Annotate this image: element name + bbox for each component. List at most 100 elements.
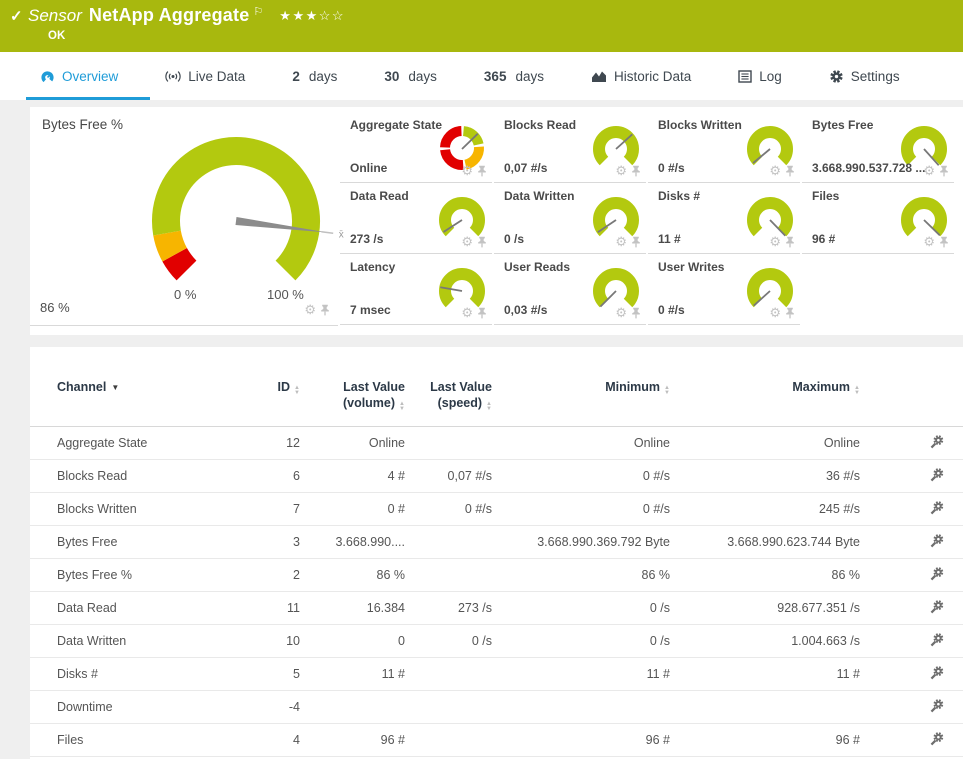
channel-last-value-volume: 4 # [387,468,405,483]
pin-icon[interactable] [939,236,949,248]
gear-icon[interactable]: ⚙ [615,163,627,178]
gauge-title: Blocks Written [658,118,742,132]
sort-arrows-icon[interactable]: ▲ ▼ [854,385,860,396]
gear-icon[interactable]: ⚙ [923,234,935,249]
gauge-title: Latency [350,260,396,274]
gear-icon[interactable]: ⚙ [461,234,473,249]
star-empty-icon[interactable]: ☆ [331,8,346,23]
flag-icon[interactable]: ⚐ [253,6,264,18]
pin-icon[interactable] [939,165,949,177]
channel-name: Files [57,732,84,747]
channel-minimum: 0 #/s [642,501,670,516]
channel-name: Data Written [57,633,127,648]
pin-icon[interactable] [785,236,795,248]
channel-settings-button[interactable] [860,567,963,582]
channel-minimum: 0 /s [649,633,670,648]
gauge-value: 3.668.990.537.728 ... [812,161,926,175]
channel-last-value-speed: 0,07 #/s [447,468,492,483]
star-filled-icon[interactable]: ★ [279,8,293,23]
pin-icon[interactable] [785,307,795,319]
channel-name: Data Read [57,600,117,615]
channel-settings-button[interactable] [860,534,963,549]
pin-icon[interactable] [477,307,487,319]
pin-icon[interactable] [631,236,641,248]
channel-settings-button[interactable] [860,732,963,747]
sort-arrows-icon[interactable]: ▲ ▼ [486,401,492,412]
data-written-gauge [589,190,643,249]
gear-icon[interactable]: ⚙ [769,305,781,320]
channel-name: Blocks Written [57,501,137,516]
column-sublabel: (volume) [342,396,396,411]
channel-id: 4 [293,732,300,747]
column-label: Maximum [792,380,851,394]
gauge-cell-data-read: Data Read 273 /s ⚙ [340,183,492,254]
tab-label: Settings [850,68,900,84]
channel-settings-button[interactable] [860,501,963,516]
star-empty-icon[interactable]: ☆ [318,8,332,23]
pin-icon[interactable] [320,304,330,316]
channel-settings-button[interactable] [860,600,963,615]
tab-live-data[interactable]: Live Data [165,52,245,100]
pin-icon[interactable] [631,307,641,319]
tab-settings[interactable]: Settings [829,52,900,100]
tab-30-days[interactable]: 30 days [384,52,437,100]
sort-arrows-icon[interactable]: ▲ ▼ [664,385,670,396]
gear-icon[interactable]: ⚙ [461,163,473,178]
tab-label: days [308,68,338,84]
bytes-free-gauge [897,119,951,178]
priority-star-rating[interactable]: ★★★☆☆ [279,8,345,24]
star-filled-icon[interactable]: ★ [305,8,319,23]
channel-id: 6 [293,468,300,483]
pin-icon[interactable] [631,165,641,177]
blocks-read-gauge [589,119,643,178]
gauge-min-label: 0 % [174,287,197,302]
column-header-minimum[interactable]: Minimum ▲ ▼ [492,379,670,395]
tab-2-days[interactable]: 2 days [292,52,337,100]
pin-icon[interactable] [785,165,795,177]
channel-settings-button[interactable] [860,633,963,648]
gear-icon[interactable]: ⚙ [923,163,935,178]
column-header-last-value-speed[interactable]: Last Value (speed) ▲ ▼ [405,379,492,412]
channel-last-value-volume: 86 % [376,567,406,582]
tab-log[interactable]: Log [738,52,782,100]
pin-icon[interactable] [477,165,487,177]
gauge-value: 0 #/s [658,303,685,317]
pin-icon[interactable] [477,236,487,248]
sort-arrows-icon[interactable]: ▲ ▼ [294,385,300,396]
user-reads-gauge [589,261,643,320]
gear-icon[interactable]: ⚙ [615,305,627,320]
gear-icon[interactable]: ⚙ [304,302,316,317]
table-row-downtime: Downtime -4 [30,691,963,724]
channel-minimum: 0 /s [649,600,670,615]
channel-settings-button[interactable] [860,666,963,681]
object-type-label: Sensor [28,6,82,25]
channel-last-value-volume: 3.668.990.... [335,534,405,549]
sort-caret-icon[interactable]: ▼ [111,383,120,392]
gear-icon[interactable]: ⚙ [615,234,627,249]
tab-overview[interactable]: Overview [25,52,151,100]
disks-gauge [743,190,797,249]
column-header-id[interactable]: ID ▲ ▼ [247,379,300,395]
tab-365-days[interactable]: 365 days [484,52,544,100]
channel-maximum: 3.668.990.623.744 Byte [727,534,860,549]
files-gauge [897,190,951,249]
gear-icon[interactable]: ⚙ [769,163,781,178]
column-label: Last Value [343,380,405,394]
tab-historic-data[interactable]: Historic Data [591,52,691,100]
channel-settings-button[interactable] [860,699,963,714]
star-filled-icon[interactable]: ★ [292,8,306,23]
channel-settings-button[interactable] [860,435,963,450]
gauge-cell-user-writes: User Writes 0 #/s ⚙ [648,254,800,325]
sort-arrows-icon[interactable]: ▲ ▼ [399,401,405,412]
channel-name: Aggregate State [57,435,148,450]
tab-bar: Overview Live Data 2 days 30 days 365 days Histo… [0,52,963,100]
column-header-last-value-volume[interactable]: Last Value (volume) ▲ ▼ [300,379,405,412]
gauge-cell-latency: Latency 7 msec ⚙ [340,254,492,325]
table-row-data-read: Data Read 11 16.384 273 /s 0 /s 928.677.351 /… [30,592,963,625]
column-header-channel[interactable]: Channel ▼ [57,379,247,395]
gear-icon[interactable]: ⚙ [461,305,473,320]
status-ok-check-icon: ✓ [10,8,23,25]
column-header-maximum[interactable]: Maximum ▲ ▼ [670,379,860,395]
channel-settings-button[interactable] [860,468,963,483]
gear-icon[interactable]: ⚙ [769,234,781,249]
